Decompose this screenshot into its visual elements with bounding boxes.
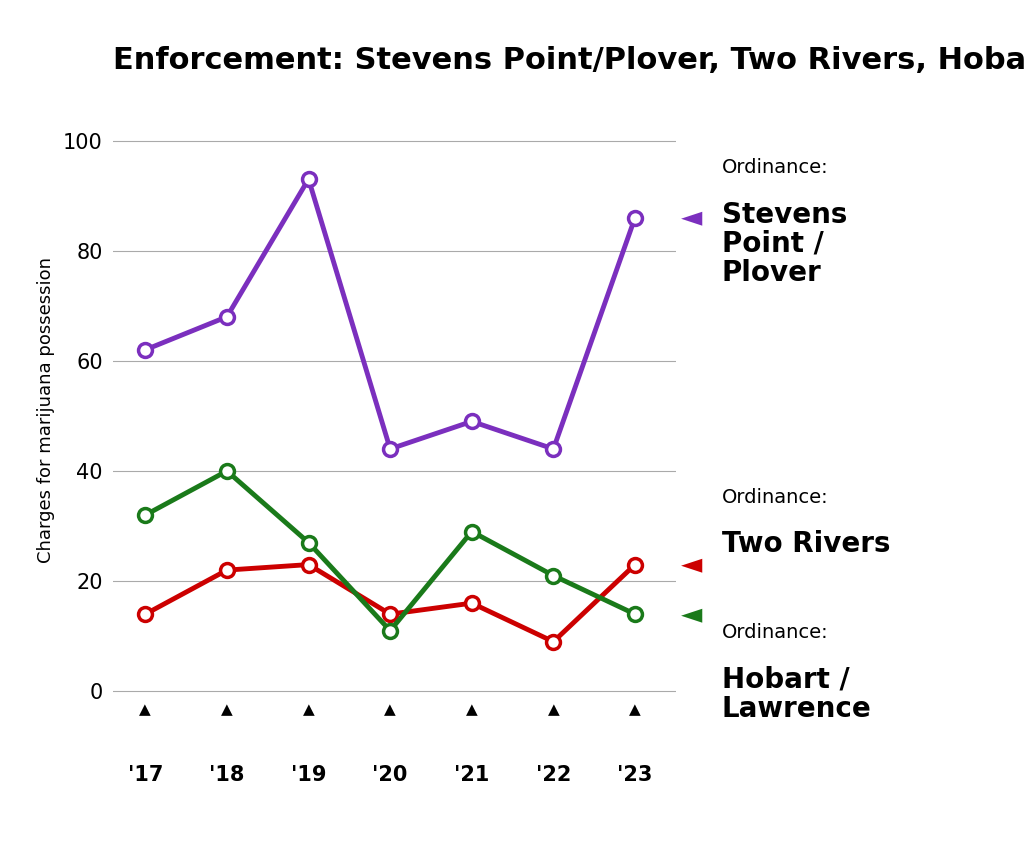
Text: ▲: ▲ bbox=[139, 702, 152, 717]
Text: Ordinance:: Ordinance: bbox=[722, 622, 828, 642]
Text: Ordinance:: Ordinance: bbox=[722, 158, 828, 177]
Text: ◄: ◄ bbox=[681, 551, 702, 579]
Y-axis label: Charges for marijuana possession: Charges for marijuana possession bbox=[37, 257, 55, 563]
Text: ▲: ▲ bbox=[384, 702, 396, 717]
Text: ▲: ▲ bbox=[548, 702, 559, 717]
Text: Two Rivers: Two Rivers bbox=[722, 530, 891, 558]
Text: ▲: ▲ bbox=[303, 702, 314, 717]
Text: Ordinance:: Ordinance: bbox=[722, 487, 828, 507]
Text: ▲: ▲ bbox=[221, 702, 232, 717]
Text: Stevens
Point /
Plover: Stevens Point / Plover bbox=[722, 201, 847, 286]
Text: ▲: ▲ bbox=[629, 702, 641, 717]
Text: Hobart /
Lawrence: Hobart / Lawrence bbox=[722, 665, 871, 722]
Text: ▲: ▲ bbox=[466, 702, 477, 717]
Text: ◄: ◄ bbox=[681, 203, 702, 232]
Text: ◄: ◄ bbox=[681, 600, 702, 628]
Text: Enforcement: Stevens Point/Plover, Two Rivers, Hobart/Lawrence: Enforcement: Stevens Point/Plover, Two R… bbox=[113, 46, 1024, 75]
